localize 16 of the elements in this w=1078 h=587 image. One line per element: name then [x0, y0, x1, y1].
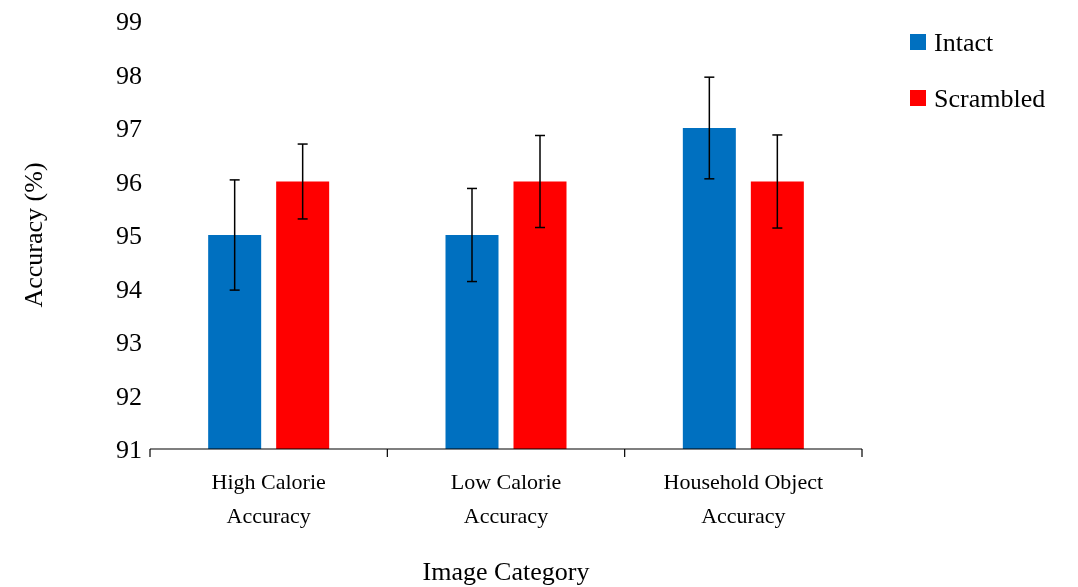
- y-tick-label: 93: [116, 328, 142, 358]
- x-tick-label: High Calorie Accuracy: [211, 469, 326, 528]
- x-tick-label: Low Calorie Accuracy: [450, 469, 562, 528]
- y-tick-label: 95: [116, 221, 142, 251]
- y-tick-label: 94: [116, 274, 142, 304]
- y-tick-label: 99: [116, 7, 142, 37]
- y-tick-label: 96: [116, 167, 142, 197]
- y-tick-label: 92: [116, 381, 142, 411]
- legend-label: Intact: [934, 28, 994, 58]
- legend-label: Scrambled: [934, 84, 1046, 114]
- x-axis-title: Image Category: [422, 557, 590, 586]
- x-tick-label: Household Object Accuracy: [663, 469, 824, 528]
- y-axis-title: Accuracy (%): [19, 162, 48, 308]
- y-tick-label: 97: [116, 114, 142, 144]
- y-tick-label: 91: [116, 435, 142, 465]
- y-tick-label: 98: [116, 60, 142, 90]
